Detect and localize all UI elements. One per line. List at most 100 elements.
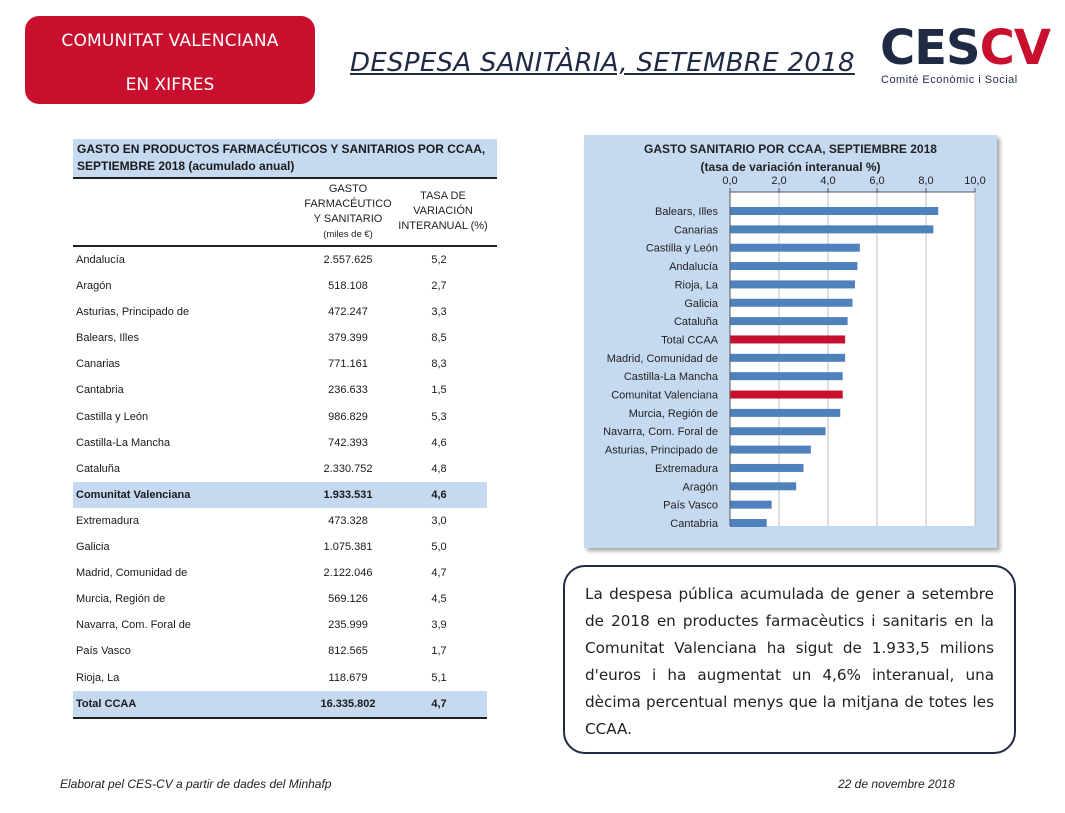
region-cell: Navarra, Com. Foral de [76,619,191,632]
category-label: Aragón [683,481,718,493]
ces-cv-logo: CESCV Comitè Econòmic i Social [880,20,1051,90]
chart-panel: 0,0 2,0 4,0 6,0 8,0 10,0 Balears, Illes Canaria… [584,135,997,548]
bar [730,353,846,362]
table-row: País Vasco 812.565 1,7 [73,638,497,664]
bar [730,519,767,527]
x-tick-label: 0,0 [722,175,737,187]
region-cell: Castilla-La Mancha [76,436,171,449]
region-cell: País Vasco [76,645,131,658]
column-header-gasto-line: GASTO [328,183,368,195]
gasto-cell: 1.933.531 [323,488,373,501]
table-row: Cataluña 2.330.752 4,8 [73,456,497,482]
bar [730,427,826,436]
category-label: Balears, Illes [655,206,718,218]
table-row: Madrid, Comunidad de 2.122.046 4,7 [73,560,497,586]
tasa-cell: 4,5 [431,593,447,606]
category-label: Madrid, Comunidad de [607,353,718,365]
region-cell: Total CCAA [76,697,137,710]
gasto-cell: 771.161 [328,358,368,371]
region-cell: Extremadura [76,514,139,527]
table-row: Asturias, Principado de 472.247 3,3 [73,299,497,325]
category-label: Castilla-La Mancha [624,371,719,383]
column-header-gasto-line: FARMACÉUTICO [304,198,392,210]
table-row: Canarias 771.161 8,3 [73,351,497,377]
region-cell: Canarias [76,358,121,371]
bar [730,243,860,252]
category-label: Andalucía [669,261,719,273]
gasto-cell: 16.335.802 [320,697,376,710]
chart-title: GASTO SANITARIO POR CCAA, SEPTIEMBRE 201… [644,142,937,156]
column-header-gasto-unit: (miles de €) [323,229,373,240]
category-label: Rioja, La [675,279,719,291]
tasa-cell: 5,3 [431,410,447,423]
table-row: Castilla y León 986.829 5,3 [73,404,497,430]
table-body: Andalucía 2.557.625 5,2 Aragón 518.108 2,7 Ast… [73,247,497,719]
bar [730,372,843,381]
chart-subtitle: (tasa de variación interanual %) [700,160,881,174]
table-row: Cantabria 236.633 1,5 [73,377,497,403]
table-row: Andalucía 2.557.625 5,2 [73,247,497,273]
tasa-cell: 5,1 [431,671,447,684]
gasto-cell: 473.328 [328,514,368,527]
tasa-cell: 4,6 [431,488,447,501]
bar [730,317,848,326]
gasto-cell: 518.108 [328,280,368,293]
category-label: Castilla y León [646,243,718,255]
region-cell: Andalucía [76,254,125,266]
tasa-cell: 4,8 [431,462,447,475]
category-label: Comunitat Valenciana [611,390,719,402]
bar-chart: 0,0 2,0 4,0 6,0 8,0 10,0 Balears, Illes Canaria… [603,175,986,530]
region-cell: Galicia [76,541,110,554]
table-title-line-1: GASTO EN PRODUCTOS FARMACÉUTICOS Y SANIT… [77,142,486,156]
page-title: DESPESA SANITÀRIA, SETEMBRE 2018 [350,48,855,78]
tasa-cell: 2,7 [431,280,447,293]
category-label: Murcia, Región de [629,408,718,420]
gasto-cell: 236.633 [328,384,368,397]
table-title-line-2: SEPTIEMBRE 2018 (acumulado anual) [77,159,295,173]
column-header-tasa: TASA DE VARIACIÓN INTERANUAL (%) [393,189,493,234]
logo-subtitle: Comitè Econòmic i Social [881,74,1018,86]
x-tick-label: 10,0 [964,175,985,187]
table-row: Murcia, Región de 569.126 4,5 [73,586,497,612]
x-tick-label: 8,0 [918,175,933,187]
bar [730,408,841,417]
table-row: Navarra, Com. Foral de 235.999 3,9 [73,612,497,638]
logo-prefix: CES [880,20,981,76]
x-tick-label: 4,0 [820,175,835,187]
region-cell: Asturias, Principado de [76,306,190,319]
table-row: Extremadura 473.328 3,0 [73,508,497,534]
region-cell: Cantabria [76,384,124,397]
table-header: GASTO FARMACÉUTICO Y SANITARIO (miles de… [73,179,497,247]
column-header-gasto-line: Y SANITARIO [313,213,383,225]
category-label: Galicia [684,298,719,310]
category-label: Extremadura [655,463,719,475]
category-label: Cantabria [670,518,719,530]
bar [730,390,843,399]
category-label: Navarra, Com. Foral de [603,426,718,438]
category-label: Canarias [674,224,719,236]
region-cell: Balears, Illes [76,332,139,345]
tasa-cell: 5,2 [431,254,447,266]
region-cell: Madrid, Comunidad de [76,567,188,580]
bar [730,463,804,472]
summary-note: La despesa pública acumulada de gener a … [563,565,1016,754]
expense-table: GASTO EN PRODUCTOS FARMACÉUTICOS Y SANIT… [73,139,497,719]
source-note: Elaborat pel CES-CV a partir de dades de… [60,777,332,791]
tasa-cell: 3,3 [431,306,447,319]
tasa-cell: 4,6 [431,436,447,449]
bar [730,298,853,307]
category-label: Total CCAA [661,334,719,346]
publication-date: 22 de novembre 2018 [838,777,955,791]
region-cell: Cataluña [76,462,121,475]
bar [730,500,772,509]
x-tick-label: 6,0 [869,175,884,187]
column-header-tasa-line: INTERANUAL (%) [398,220,488,232]
bar [730,335,846,344]
region-cell: Comunitat Valenciana [76,488,191,501]
table-row: Aragón 518.108 2,7 [73,273,497,299]
gasto-cell: 1.075.381 [323,541,373,554]
tasa-cell: 4,7 [431,567,447,580]
tasa-cell: 1,5 [431,384,447,397]
bar [730,482,797,491]
x-tick-label: 2,0 [771,175,786,187]
